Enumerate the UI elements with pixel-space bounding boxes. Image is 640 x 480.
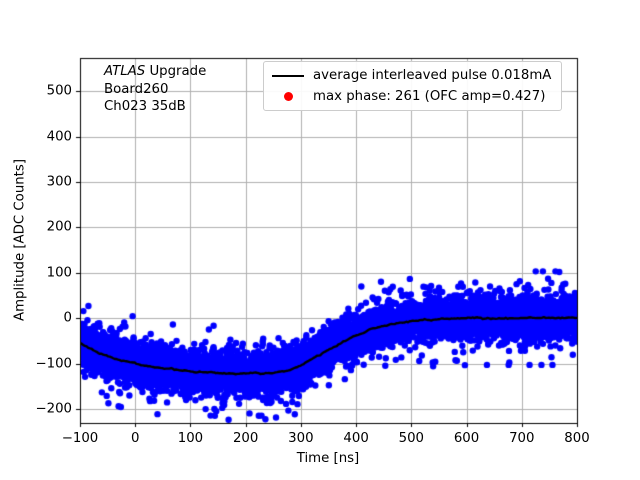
x-tick-label: 200 [232,431,259,446]
y-tick-label: 100 [46,265,72,281]
x-tick-label: 600 [453,431,480,446]
y-tick-label: 0 [63,310,72,326]
legend-entry-maxphase: max phase: 261 (OFC amp=0.427) [272,86,551,107]
x-tick-label: 700 [509,431,535,446]
legend-label-maxphase: max phase: 261 (OFC amp=0.427) [313,89,546,104]
x-axis-label: Time [ns] [296,451,360,466]
plot-annotation: ATLAS Upgrade Board260 Ch023 35dB [104,63,206,116]
legend-dot-marker [283,92,293,101]
legend-line-marker [272,74,304,77]
y-tick-label: 400 [46,129,72,145]
legend-marker-box [272,92,304,101]
y-tick-label: 200 [46,219,72,235]
annotation-board: Board260 [104,81,169,97]
annotation-experiment-rest: Upgrade [149,64,207,79]
y-tick-label: 500 [46,83,72,99]
annotation-channel: Ch023 35dB [104,99,186,115]
legend-entry-average: average interleaved pulse 0.018mA [272,65,551,86]
x-tick-label: 0 [130,431,140,446]
legend-label-average: average interleaved pulse 0.018mA [313,68,552,83]
x-tick-label: 500 [398,431,425,446]
annotation-experiment: ATLAS [104,64,146,79]
x-tick-label: 100 [177,431,204,446]
y-tick-label: −100 [35,356,72,372]
legend-marker-box [272,74,304,77]
y-axis-label: Amplitude [ADC Counts] [12,158,28,322]
y-tick-label: 300 [46,174,72,190]
x-tick-label: 300 [288,431,314,446]
annotation-line-experiment: ATLAS Upgrade [104,63,206,81]
x-tick-label: 800 [564,431,590,446]
x-tick-label: 400 [343,431,369,446]
legend: average interleaved pulse 0.018mA max ph… [263,61,563,111]
x-tick-label: −100 [61,431,99,446]
y-tick-label: −200 [35,401,72,417]
